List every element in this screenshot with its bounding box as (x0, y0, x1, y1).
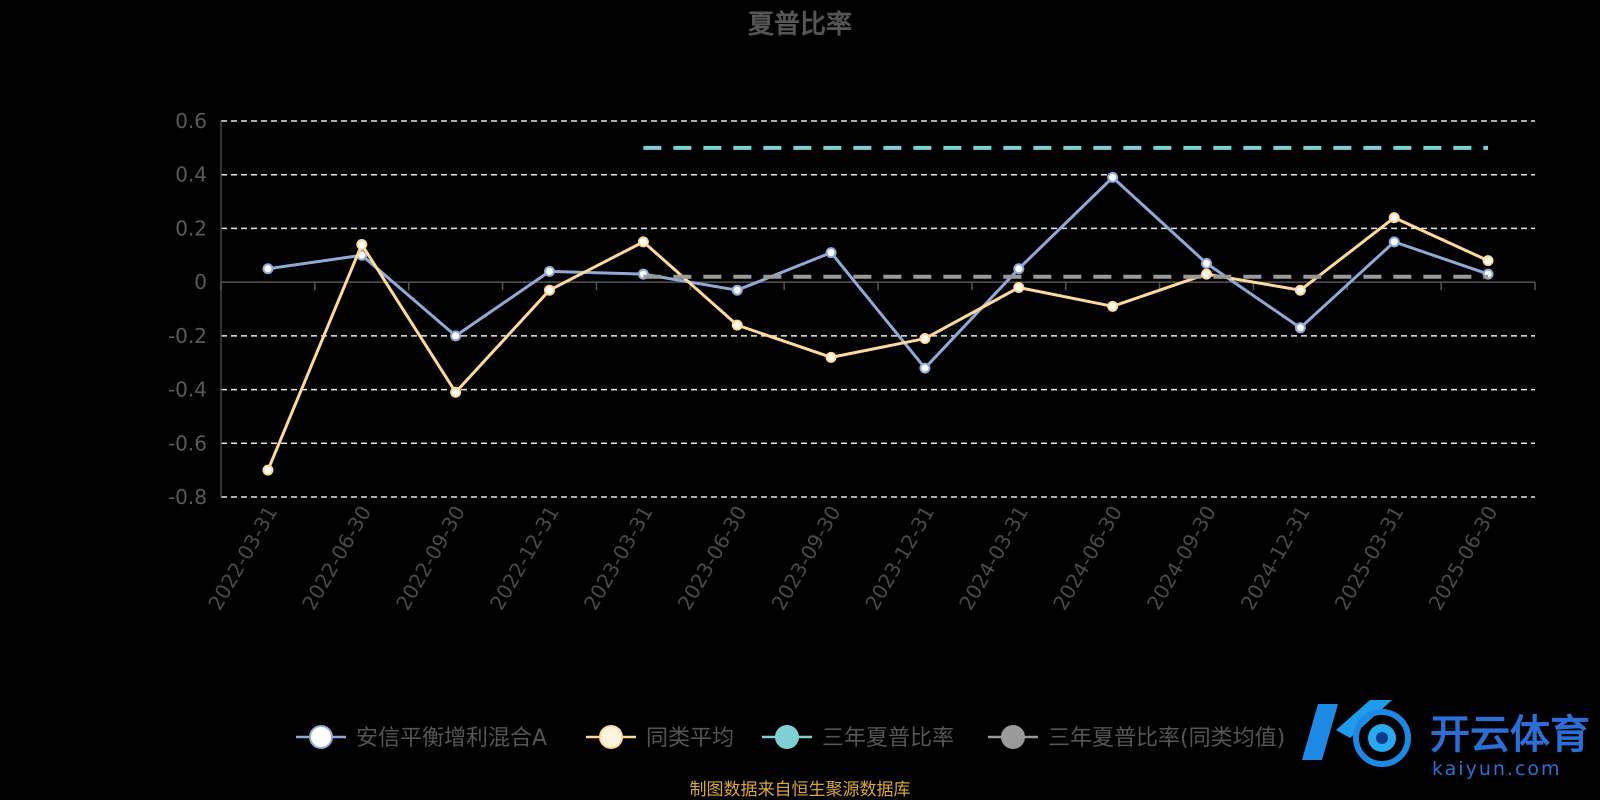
x-tick-label: 2024-06-30 (1048, 502, 1127, 615)
series-1-point (450, 386, 462, 398)
watermark-brand-en: kaiyun.com (1432, 758, 1562, 780)
y-tick-label: -0.2 (168, 324, 207, 348)
x-tick-label: 2025-03-31 (1330, 502, 1409, 615)
axes (220, 121, 1536, 497)
series-0-point (544, 265, 555, 277)
x-tick-label: 2022-03-31 (203, 502, 282, 615)
watermark-logo-icon (1302, 700, 1411, 767)
series-1-point (1201, 268, 1212, 280)
series-1-point (1388, 212, 1400, 224)
x-axis-ticks: 2022-03-31 2022-06-30 2022-09-30 2022-12-31… (203, 501, 1502, 614)
series-1-point (1107, 300, 1119, 312)
legend-label: 安信平衡增利混合A (356, 726, 547, 751)
legend-item-3[interactable]: 三年夏普比率(同类均值) (988, 725, 1285, 751)
series-0-point (1294, 322, 1306, 334)
y-tick-label: -0.4 (168, 378, 207, 402)
series-1-point (1294, 284, 1306, 296)
x-tick-label: 2022-12-31 (485, 502, 564, 615)
series-0-point (450, 330, 462, 342)
legend-item-1[interactable]: 同类平均 (586, 725, 734, 751)
y-tick-label: 0.4 (175, 163, 207, 187)
series-1-point (1013, 282, 1025, 294)
series-0-point (731, 284, 743, 296)
y-tick-label: -0.6 (168, 431, 207, 455)
y-axis-ticks: 0.6 0.4 0.2 0 -0.2 -0.4 -0.6 -0.8 (168, 109, 207, 509)
legend-label: 同类平均 (646, 726, 734, 751)
series-1-point (919, 333, 931, 345)
x-tick-label: 2025-06-30 (1423, 502, 1502, 615)
source-note: 制图数据来自恒生聚源数据库 (690, 780, 911, 800)
y-tick-label: 0.6 (175, 109, 207, 133)
legend-marker (775, 725, 799, 749)
y-tick-label: 0.2 (175, 216, 207, 240)
legend-marker (599, 725, 623, 749)
watermark: 开云体育 kaiyun.com (1302, 700, 1590, 780)
series-1-point (825, 351, 837, 363)
legend-label: 三年夏普比率(同类均值) (1048, 726, 1285, 751)
series-0-point (825, 247, 837, 259)
x-tick-label: 2022-06-30 (297, 502, 376, 615)
series-0-point (919, 362, 931, 374)
y-tick-label: -0.8 (168, 485, 207, 509)
x-tick-label: 2023-03-31 (579, 502, 658, 615)
series-1-point (356, 239, 368, 251)
legend[interactable]: 安信平衡增利混合A 同类平均 三年夏普比率 三年夏普比率(同类均值) (296, 725, 1285, 751)
series-1-point (731, 319, 743, 331)
legend-marker (1001, 725, 1025, 749)
legend-label: 三年夏普比率 (822, 726, 954, 751)
series-1-point (1482, 255, 1494, 267)
series-layer (262, 145, 1494, 476)
x-tick-label: 2023-09-30 (766, 502, 845, 615)
series-0-point (262, 263, 274, 275)
legend-marker (309, 725, 333, 749)
series-0-point (1107, 171, 1119, 183)
grid-lines (221, 120, 1535, 498)
x-tick-label: 2024-12-31 (1236, 502, 1315, 615)
legend-item-2[interactable]: 三年夏普比率 (762, 725, 954, 751)
x-tick-label: 2024-03-31 (954, 502, 1033, 615)
series-0-point (1201, 257, 1212, 269)
series-1-point (262, 464, 274, 476)
series-1-line (266, 216, 1489, 471)
series-0-point (1388, 236, 1400, 248)
x-tick-label: 2023-06-30 (673, 502, 752, 615)
legend-item-0[interactable]: 安信平衡增利混合A (296, 725, 547, 751)
series-0-point (1013, 263, 1025, 275)
series-1-point (637, 236, 649, 248)
chart-title: 夏普比率 (748, 9, 852, 40)
y-tick-label: 0 (194, 270, 207, 294)
x-tick-label: 2024-09-30 (1142, 502, 1221, 615)
series-0-line (267, 175, 1489, 370)
series-1-point (544, 284, 555, 296)
x-tick-label: 2022-09-30 (391, 501, 470, 614)
x-tick-label: 2023-12-31 (860, 502, 939, 615)
watermark-brand-cn: 开云体育 (1430, 712, 1590, 758)
